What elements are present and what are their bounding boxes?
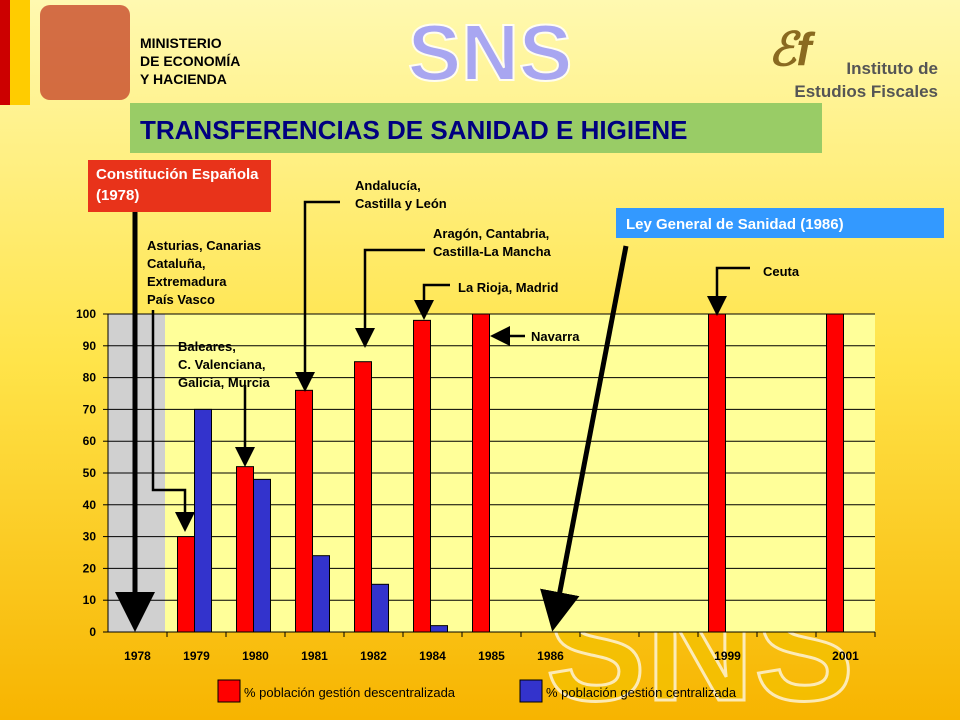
x-tick-label: 1985 bbox=[478, 649, 505, 663]
bar bbox=[413, 319, 431, 633]
bar bbox=[194, 408, 212, 633]
legend-swatch bbox=[519, 679, 543, 703]
arrow bbox=[707, 266, 750, 316]
y-tick-label: 60 bbox=[83, 434, 97, 448]
x-tick-label: 1980 bbox=[242, 649, 269, 663]
chart-title: TRANSFERENCIAS DE SANIDAD E HIGIENE bbox=[140, 115, 688, 145]
event-label-wrap: Constitución Española (1978) bbox=[96, 166, 259, 204]
bar bbox=[826, 313, 844, 633]
y-tick-label: 30 bbox=[83, 530, 97, 544]
y-tick-label: 20 bbox=[83, 561, 97, 575]
coat-of-arms bbox=[40, 5, 130, 100]
annotation: Navarra bbox=[531, 329, 580, 344]
event-box bbox=[88, 160, 271, 212]
bar bbox=[371, 583, 389, 633]
x-tick-label: 1981 bbox=[301, 649, 328, 663]
bar bbox=[295, 389, 313, 633]
ministry-name: DE ECONOMÍA bbox=[140, 53, 240, 69]
annotation: Andalucía, bbox=[355, 178, 421, 193]
annotation: País Vasco bbox=[147, 292, 215, 307]
arrow bbox=[295, 200, 340, 392]
y-tick-label: 0 bbox=[89, 625, 96, 639]
flag bbox=[10, 0, 30, 105]
y-tick-label: 40 bbox=[83, 498, 97, 512]
legend-swatch bbox=[217, 679, 241, 703]
x-tick-label: 2001 bbox=[832, 649, 859, 663]
institute-name: Estudios Fiscales bbox=[794, 82, 938, 101]
event-box bbox=[616, 208, 944, 238]
annotation: Baleares, bbox=[178, 339, 236, 354]
bar bbox=[253, 478, 271, 633]
annotation: Ceuta bbox=[763, 264, 800, 279]
bar bbox=[312, 555, 330, 633]
annotation: La Rioja, Madrid bbox=[458, 280, 558, 295]
event-label: Constitución Española (1978) bbox=[96, 166, 259, 204]
y-tick-label: 100 bbox=[76, 307, 96, 321]
x-tick-label: 1986 bbox=[537, 649, 564, 663]
ministry-name: MINISTERIO bbox=[140, 35, 222, 51]
annotation: Cataluña, bbox=[147, 256, 206, 271]
institute-name: Instituto de bbox=[846, 59, 938, 78]
bar bbox=[430, 625, 448, 633]
legend-label: % población gestión centralizada bbox=[546, 685, 737, 700]
y-tick-label: 50 bbox=[83, 466, 97, 480]
annotation: C. Valenciana, bbox=[178, 357, 265, 372]
x-tick-label: 1999 bbox=[714, 649, 741, 663]
bar bbox=[472, 313, 490, 633]
flag bbox=[0, 0, 10, 105]
annotation: Castilla y León bbox=[355, 196, 447, 211]
y-tick-label: 10 bbox=[83, 593, 97, 607]
bar bbox=[236, 466, 254, 633]
event-label: Ley General de Sanidad (1986) bbox=[626, 216, 844, 233]
annotation: Extremadura bbox=[147, 274, 227, 289]
x-tick-label: 1979 bbox=[183, 649, 210, 663]
legend-label: % población gestión descentralizada bbox=[244, 685, 456, 700]
arrow bbox=[540, 245, 629, 632]
arrow bbox=[151, 310, 195, 532]
annotation: Galicia, Murcia bbox=[178, 375, 271, 390]
x-tick-label: 1982 bbox=[360, 649, 387, 663]
y-tick-label: 70 bbox=[83, 402, 97, 416]
title-box bbox=[130, 103, 822, 153]
annotation: Castilla-La Mancha bbox=[433, 244, 552, 259]
x-tick-label: 1978 bbox=[124, 649, 151, 663]
annotation: Asturias, Canarias bbox=[147, 238, 261, 253]
arrow bbox=[355, 248, 425, 348]
bar bbox=[354, 361, 372, 633]
y-tick-label: 90 bbox=[83, 339, 97, 353]
institute-logo: ℰf bbox=[768, 23, 816, 75]
bar bbox=[177, 536, 195, 633]
x-tick-label: 1984 bbox=[419, 649, 446, 663]
annotation: Aragón, Cantabria, bbox=[433, 226, 549, 241]
ministry-name: Y HACIENDA bbox=[140, 71, 227, 87]
y-tick-label: 80 bbox=[83, 371, 97, 385]
arrow bbox=[414, 283, 450, 320]
watermark: SNS bbox=[408, 8, 573, 97]
bar bbox=[708, 313, 726, 633]
